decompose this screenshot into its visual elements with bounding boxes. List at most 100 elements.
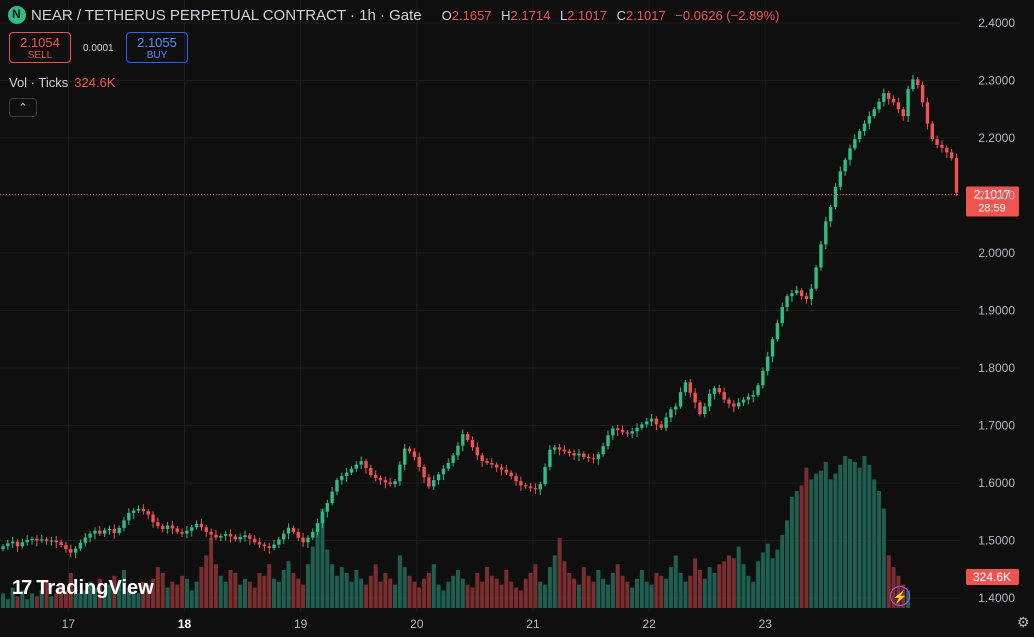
volume-bar — [252, 587, 257, 608]
volume-bar — [83, 590, 88, 608]
candle — [180, 531, 184, 534]
candle — [185, 530, 189, 534]
y-tick-label: 2.1000 — [978, 189, 1015, 203]
volume-bar — [407, 575, 412, 608]
candle — [432, 480, 436, 487]
volume-bar — [731, 558, 736, 608]
volume-bar — [184, 578, 189, 608]
volume-bar — [606, 584, 610, 608]
candle — [136, 508, 141, 511]
collapse-button[interactable]: ⌃ — [9, 98, 37, 117]
candle — [330, 491, 334, 504]
candle — [920, 85, 925, 103]
candle — [112, 529, 117, 534]
low-value: 2.1017 — [567, 7, 607, 23]
candle — [267, 546, 271, 548]
candle — [161, 526, 165, 529]
x-tick-label: 18 — [178, 617, 192, 631]
candle — [741, 399, 746, 403]
candle — [378, 477, 383, 481]
candle — [141, 508, 146, 512]
candle — [683, 382, 688, 393]
close-label: C — [616, 7, 626, 23]
candle — [248, 535, 252, 539]
volume-bar — [538, 581, 543, 608]
volume-bar — [393, 584, 398, 608]
last-price-label: 2.1017 — [974, 188, 1011, 202]
volume-bar — [296, 578, 301, 608]
candle — [654, 418, 659, 425]
candle — [519, 481, 523, 486]
candle — [25, 539, 29, 543]
candle — [35, 538, 39, 541]
candle — [954, 158, 959, 193]
volume-bar — [610, 572, 615, 608]
candle — [369, 468, 373, 475]
close-value: 2.1017 — [625, 7, 666, 23]
sell-price: 2.1054 — [20, 35, 60, 50]
candle — [543, 466, 547, 485]
candle — [354, 464, 359, 469]
volume-bar — [727, 555, 731, 608]
volume-bar — [475, 572, 480, 608]
volume-bar — [73, 587, 78, 608]
time-axis[interactable]: 17 18 19 20 21 22 23 — [62, 617, 773, 631]
candle — [146, 511, 150, 515]
symbol-title[interactable]: NEAR / TETHERUS PERPETUAL CONTRACT · 1h … — [31, 6, 422, 24]
candle — [935, 139, 939, 145]
candle — [727, 399, 731, 404]
volume-bar — [330, 564, 335, 608]
candle — [761, 370, 765, 386]
candle — [1, 546, 5, 550]
candle — [252, 538, 257, 543]
price-axis[interactable]: 1.4000 1.5000 1.6000 1.7000 1.8000 1.9000 2.00… — [978, 16, 1015, 605]
x-tick-label: 17 — [62, 617, 76, 631]
candle — [407, 448, 412, 452]
volume-bar — [315, 523, 320, 608]
volume-bar — [272, 578, 277, 608]
candle — [209, 531, 213, 535]
volume-bar — [857, 467, 862, 608]
candle — [223, 534, 228, 536]
gear-icon[interactable]: ⚙ — [1017, 614, 1030, 630]
volume-legend[interactable]: Vol · Ticks 324.6K — [9, 75, 115, 90]
candle — [640, 424, 644, 428]
candle — [620, 430, 625, 433]
volume-bar — [586, 575, 591, 608]
candle — [645, 421, 649, 425]
candle — [286, 527, 291, 534]
tradingview-logo[interactable]: 17 TradingView — [12, 577, 154, 600]
volume-bar — [436, 584, 441, 608]
lightning-icon[interactable]: ⚡ — [890, 586, 910, 606]
buy-price: 2.1055 — [137, 35, 177, 50]
volume-bar — [441, 590, 446, 608]
volume-bar — [175, 584, 180, 608]
volume-bar — [838, 464, 843, 608]
volume-bar — [823, 461, 828, 608]
candle — [398, 464, 402, 482]
volume-bar — [843, 456, 848, 608]
candle — [703, 406, 707, 414]
spread-value: 0.0001 — [83, 43, 114, 54]
volume-bar — [218, 575, 223, 608]
candle — [64, 545, 68, 550]
volume-bar — [528, 572, 533, 608]
candle — [175, 528, 179, 532]
volume-bar — [180, 575, 185, 608]
candle — [359, 461, 363, 465]
candle — [630, 431, 634, 434]
candle — [795, 290, 799, 294]
sell-button[interactable]: 2.1054 SELL — [9, 32, 71, 63]
volume-bar — [649, 584, 654, 608]
volume-bar — [209, 537, 214, 608]
candle — [916, 79, 920, 86]
volume-bar — [804, 467, 809, 608]
candle — [238, 537, 242, 540]
y-tick-label: 1.4000 — [978, 591, 1015, 605]
volume-bar — [756, 561, 761, 608]
candle — [257, 542, 262, 545]
volume-bar — [668, 567, 673, 608]
buy-button[interactable]: 2.1055 BUY — [126, 32, 188, 63]
